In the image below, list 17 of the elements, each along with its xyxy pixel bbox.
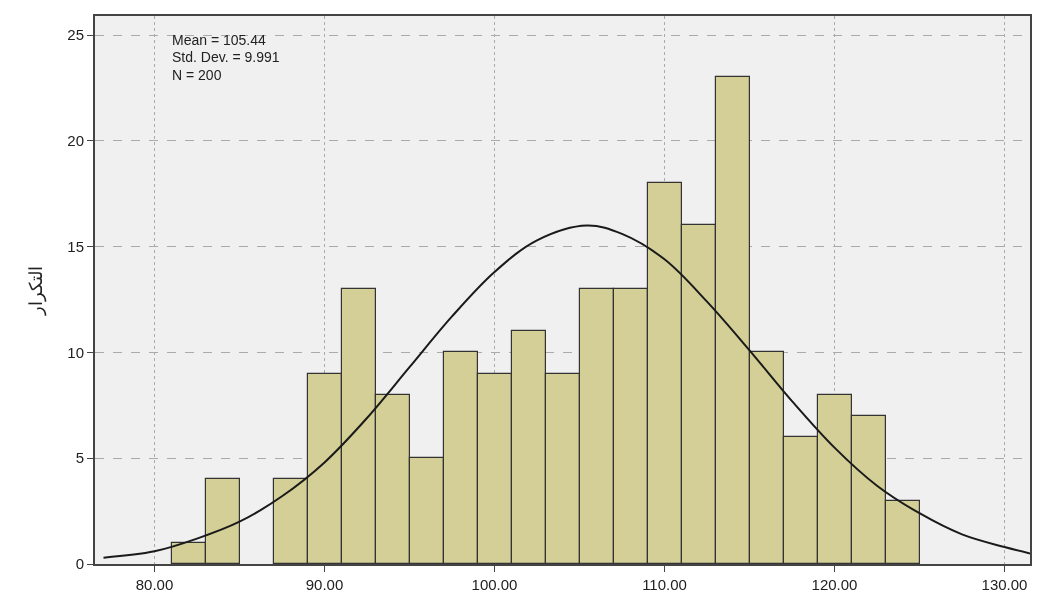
y-tick-label: 0: [75, 555, 84, 573]
annotation: Std. Dev. = 9.991: [172, 49, 280, 65]
y-tick-label: 5: [75, 449, 84, 467]
annotation: N = 200: [172, 67, 222, 83]
x-tick-label: 80.00: [135, 576, 174, 593]
x-tick-label: 120.00: [811, 576, 858, 593]
y-tick-label: 20: [67, 132, 84, 150]
y-tick-label: 10: [67, 343, 84, 361]
y-tick-label: 15: [67, 237, 84, 255]
y-tick-label: 25: [67, 26, 84, 44]
annotation: Mean = 105.44: [172, 32, 267, 48]
y-axis-title: التكرار: [26, 265, 48, 316]
x-tick-label: 90.00: [305, 576, 344, 593]
x-tick-label: 130.00: [981, 576, 1028, 593]
x-tick-label: 110.00: [642, 576, 687, 593]
x-tick-label: 100.00: [471, 576, 518, 593]
line-series: [102, 224, 1030, 559]
